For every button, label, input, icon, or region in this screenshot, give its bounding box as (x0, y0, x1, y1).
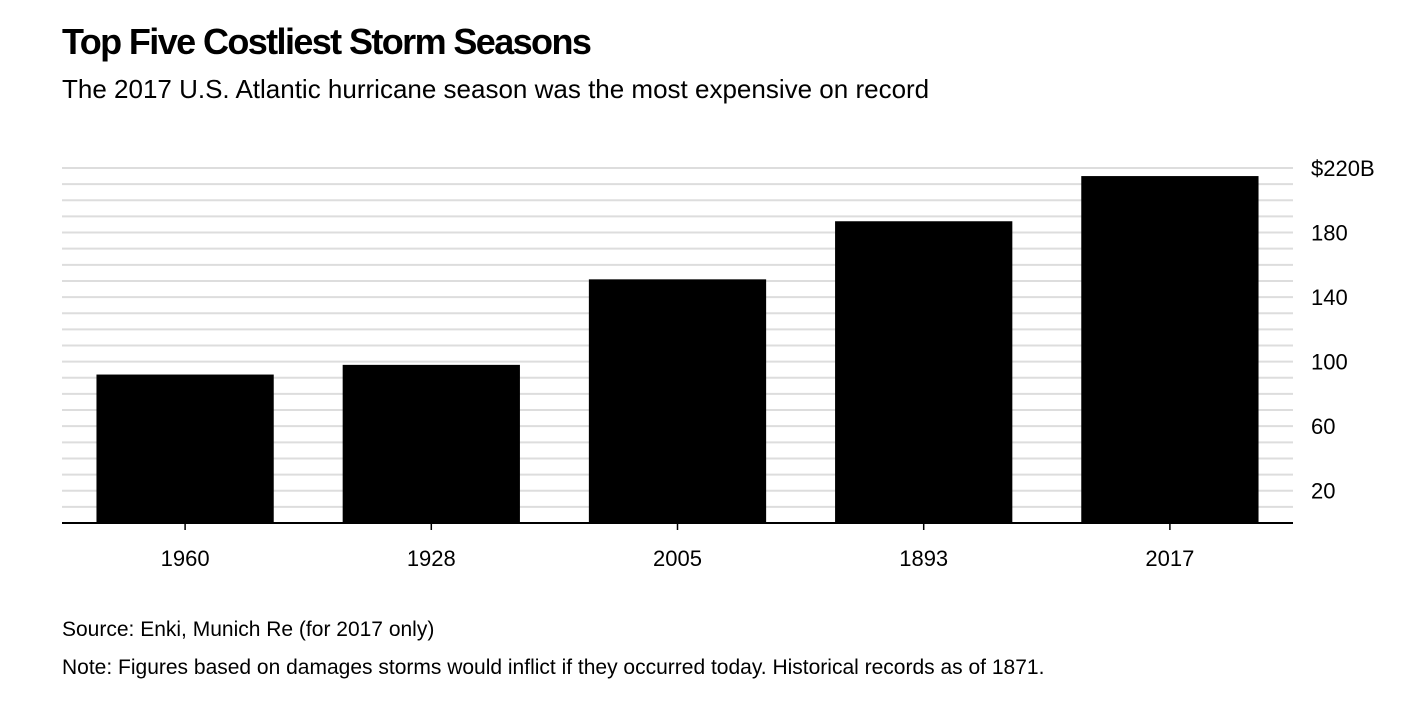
bar-2017 (1081, 176, 1259, 523)
y-tick-label: $220B (1311, 156, 1375, 181)
bar-1928 (342, 364, 520, 523)
source-note: Source: Enki, Munich Re (for 2017 only) (62, 618, 435, 641)
chart-subtitle: The 2017 U.S. Atlantic hurricane season … (62, 74, 930, 104)
x-tick-label: 1893 (899, 546, 948, 571)
bars (96, 176, 1259, 523)
x-tick-label: 2017 (1145, 546, 1194, 571)
y-tick-label: 20 (1311, 479, 1335, 504)
x-tick-label: 1960 (161, 546, 210, 571)
y-tick-label: 140 (1311, 285, 1348, 310)
x-axis-ticks: 1960 1928 2005 1893 2017 (161, 523, 1194, 571)
chart-title: Top Five Costliest Storm Seasons (62, 21, 592, 62)
bar-chart: 20 60 100 140 180 $220B 1960 1928 2005 1893 2017 (62, 156, 1375, 571)
y-axis-ticks: 20 60 100 140 180 $220B (1311, 156, 1375, 504)
bar-2005 (588, 279, 767, 523)
footnote: Note: Figures based on damages storms wo… (62, 656, 1045, 679)
x-tick-label: 1928 (407, 546, 456, 571)
bar-1893 (835, 221, 1013, 523)
bar-1960 (96, 374, 274, 523)
y-tick-label: 60 (1311, 414, 1335, 439)
x-tick-label: 2005 (653, 546, 702, 571)
y-tick-label: 100 (1311, 350, 1348, 375)
y-tick-label: 180 (1311, 221, 1348, 246)
